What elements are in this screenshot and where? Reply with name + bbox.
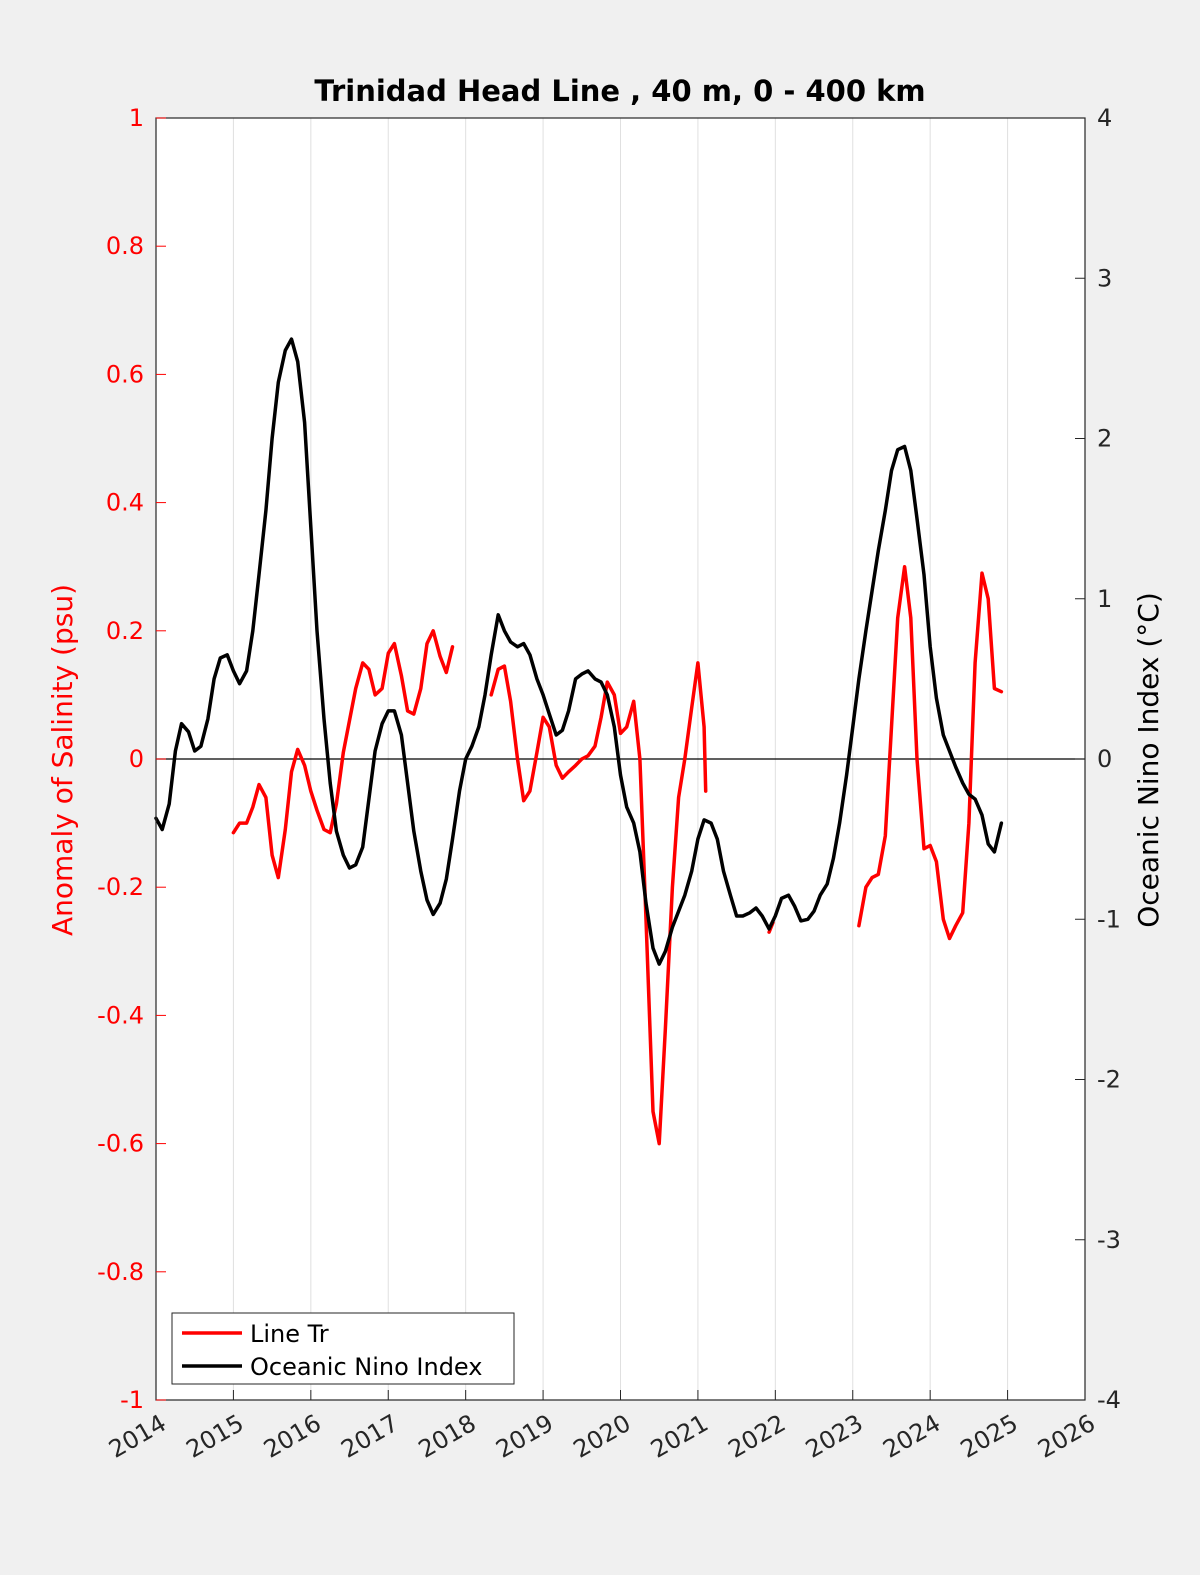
x-tick-label: 2026 [1033,1409,1100,1464]
y-left-tick-label: 1 [129,104,144,132]
x-tick-label: 2014 [104,1409,171,1464]
chart-title: Trinidad Head Line , 40 m, 0 - 400 km [314,74,925,108]
y-left-tick-label: 0 [129,745,144,773]
y-left-tick-label: 0.8 [106,232,144,260]
y-left-tick-label: -0.6 [97,1130,144,1158]
y-left-tick-label: -0.8 [97,1258,144,1286]
series-group [154,337,1004,1146]
x-tick-label: 2015 [182,1409,249,1464]
x-tick-label: 2017 [336,1409,403,1464]
legend: Line Tr Oceanic Nino Index [171,1312,515,1385]
legend-box [171,1312,515,1385]
y-left-tick-label: -1 [120,1386,144,1414]
y-axis-right-label: Oceanic Nino Index (°C) [1132,592,1165,928]
series-line-line-tr-segment-0 [231,629,455,880]
y-left-tick-label: 0.4 [106,489,144,517]
series-line-line-tr-segment-3 [857,564,1004,941]
x-tick-label: 2016 [259,1409,326,1464]
y-right-tick-label: -1 [1097,905,1121,933]
x-tick-label: 2018 [414,1409,481,1464]
legend-label-line-tr: Line Tr [250,1320,329,1348]
x-tick-label: 2023 [801,1409,868,1464]
series-line-oceanic-nino-index-segment-0 [154,337,1004,966]
legend-label-oni: Oceanic Nino Index [250,1353,482,1381]
y-left-tick-label: -0.4 [97,1001,144,1029]
series-line-line-tr-segment-1 [489,661,708,1146]
y-right-tick-label: 1 [1097,585,1112,613]
y-right-tick-label: 3 [1097,264,1112,292]
x-tick-label: 2024 [878,1409,945,1464]
y-left-tick-label: -0.2 [97,873,144,901]
y-axis-left-label: Anomaly of Salinity (psu) [46,584,79,936]
y-left-tick-label: 0.6 [106,360,144,388]
y-right-tick-label: 0 [1097,745,1112,773]
x-tick-label: 2025 [956,1409,1023,1464]
y-right-tick-label: -4 [1097,1386,1121,1414]
y-left-tick-label: 0.2 [106,617,144,645]
x-tick-label: 2021 [646,1409,713,1464]
y-right-tick-label: 4 [1097,104,1112,132]
x-tick-label: 2020 [569,1409,636,1464]
y-right-tick-label: -3 [1097,1226,1121,1254]
x-tick-label: 2019 [491,1409,558,1464]
y-right-tick-label: -2 [1097,1066,1121,1094]
y-right-tick-label: 2 [1097,425,1112,453]
x-tick-label: 2022 [723,1409,790,1464]
